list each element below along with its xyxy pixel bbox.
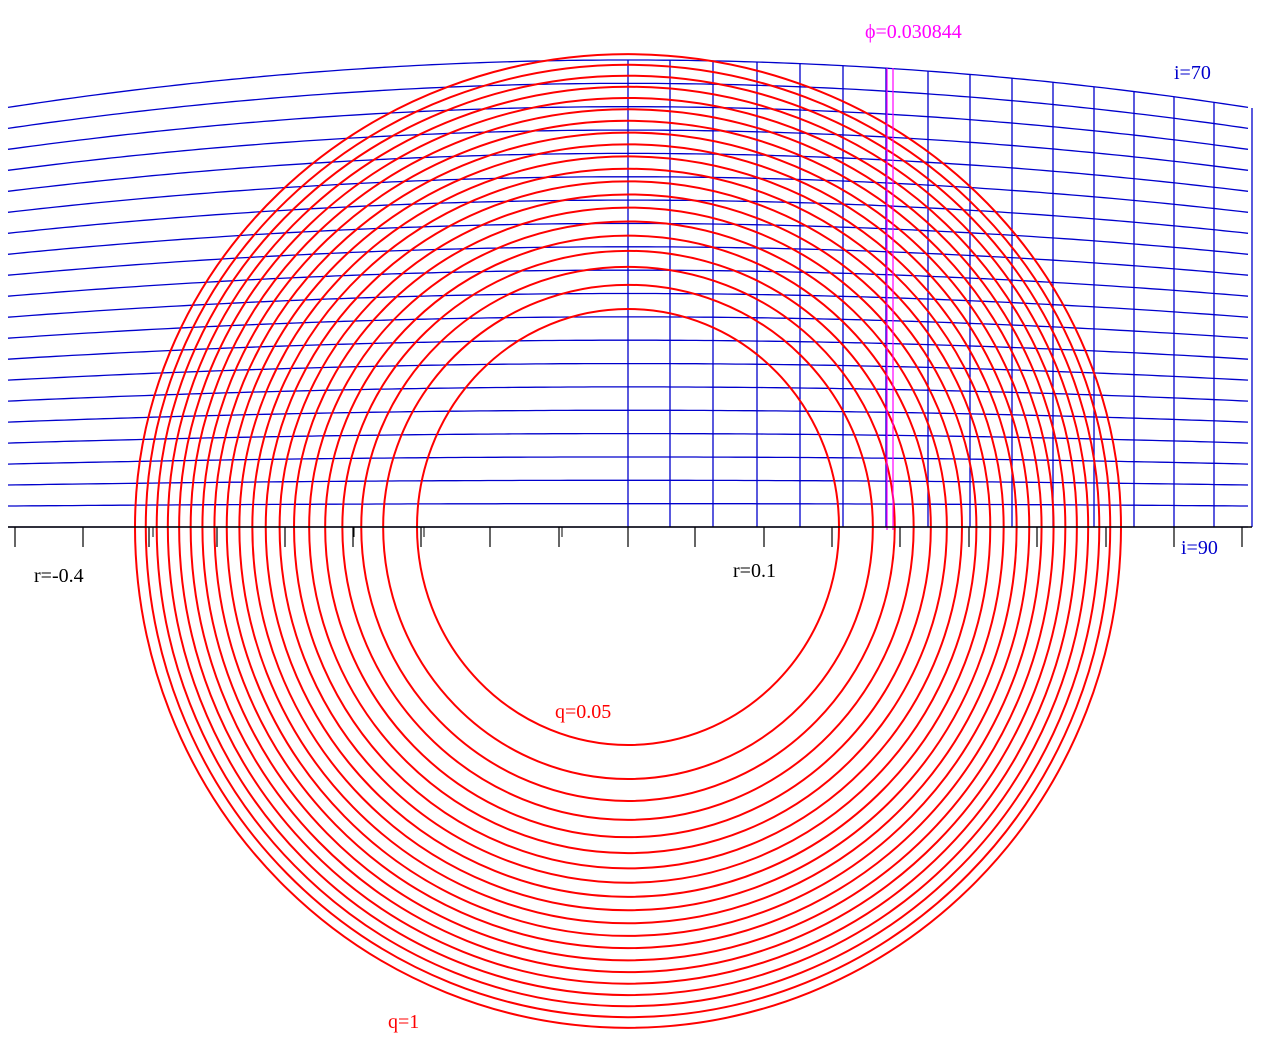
inclination-bottom-label: i=90 <box>1181 537 1218 559</box>
inclination-top-label: i=70 <box>1174 62 1211 84</box>
r-axis <box>8 526 1252 547</box>
phase-marker <box>886 68 894 530</box>
r-label-right: r=0.1 <box>733 560 776 582</box>
q-label-inner: q=0.05 <box>555 701 611 723</box>
q-label-outer: q=1 <box>388 1011 419 1033</box>
r-label-left: r=-0.4 <box>34 565 84 587</box>
grid-vertical-lines <box>627 60 1253 527</box>
phase-label: ϕ=0.030844 <box>865 21 962 43</box>
